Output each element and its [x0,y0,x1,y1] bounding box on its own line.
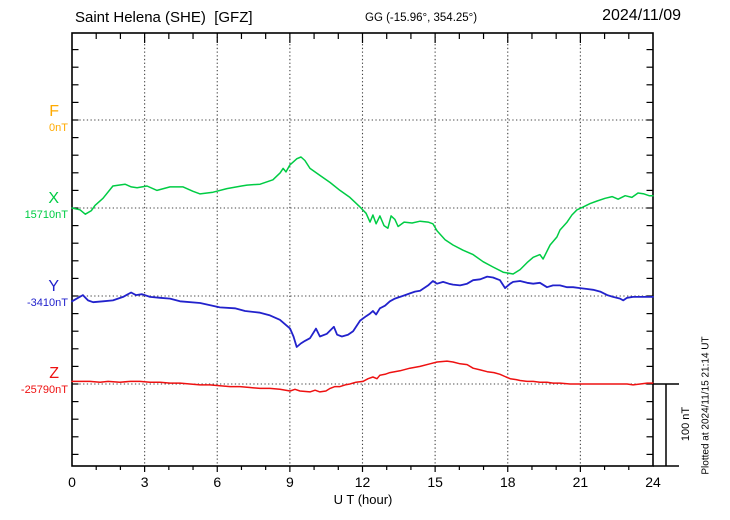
trace-x [71,156,654,275]
x-tick-label-18: 18 [499,474,516,490]
channel-letter-f: F [49,103,59,120]
channel-letter-z: Z [49,365,59,382]
channel-baseline-x: 15710nT [24,209,68,221]
geographic-coordinates: GG (-15.96°, 354.25°) [365,12,478,24]
x-tick-label-12: 12 [354,474,371,490]
gridlines [72,33,653,466]
x-tick-label-0: 0 [68,474,76,490]
x-tick-label-6: 6 [213,474,222,490]
plot-date: 2024/11/09 [602,7,681,24]
channel-baseline-f: 0nT [49,122,68,134]
channel-letter-y: Y [48,278,59,295]
channel-label-y: Y -3410nT [0,279,68,309]
channel-baseline-y: -3410nT [27,297,68,309]
plotted-at-note: Plotted at 2024/11/15 21:14 UT [700,336,712,475]
plot-frame [71,32,654,467]
x-axis-title: U T (hour) [333,492,393,507]
channel-label-f: F 0nT [0,104,68,134]
x-tick-label-21: 21 [572,474,589,490]
x-tick-label-24: 24 [645,474,661,490]
x-tick-label-15: 15 [427,474,443,490]
scale-bar [653,383,679,467]
station-title: Saint Helena (SHE) [GFZ] [75,9,253,26]
channel-label-z: Z -25790nT [0,366,68,396]
scale-bar-label: 100 nT [680,406,692,442]
x-tick-label-9: 9 [285,474,294,490]
trace-z [71,360,654,393]
channel-letter-x: X [48,190,59,207]
channel-label-x: X 15710nT [0,191,68,221]
traces [71,156,654,393]
x-tick-label-3: 3 [140,474,149,490]
trace-y [71,275,654,348]
channel-baseline-z: -25790nT [20,384,68,396]
